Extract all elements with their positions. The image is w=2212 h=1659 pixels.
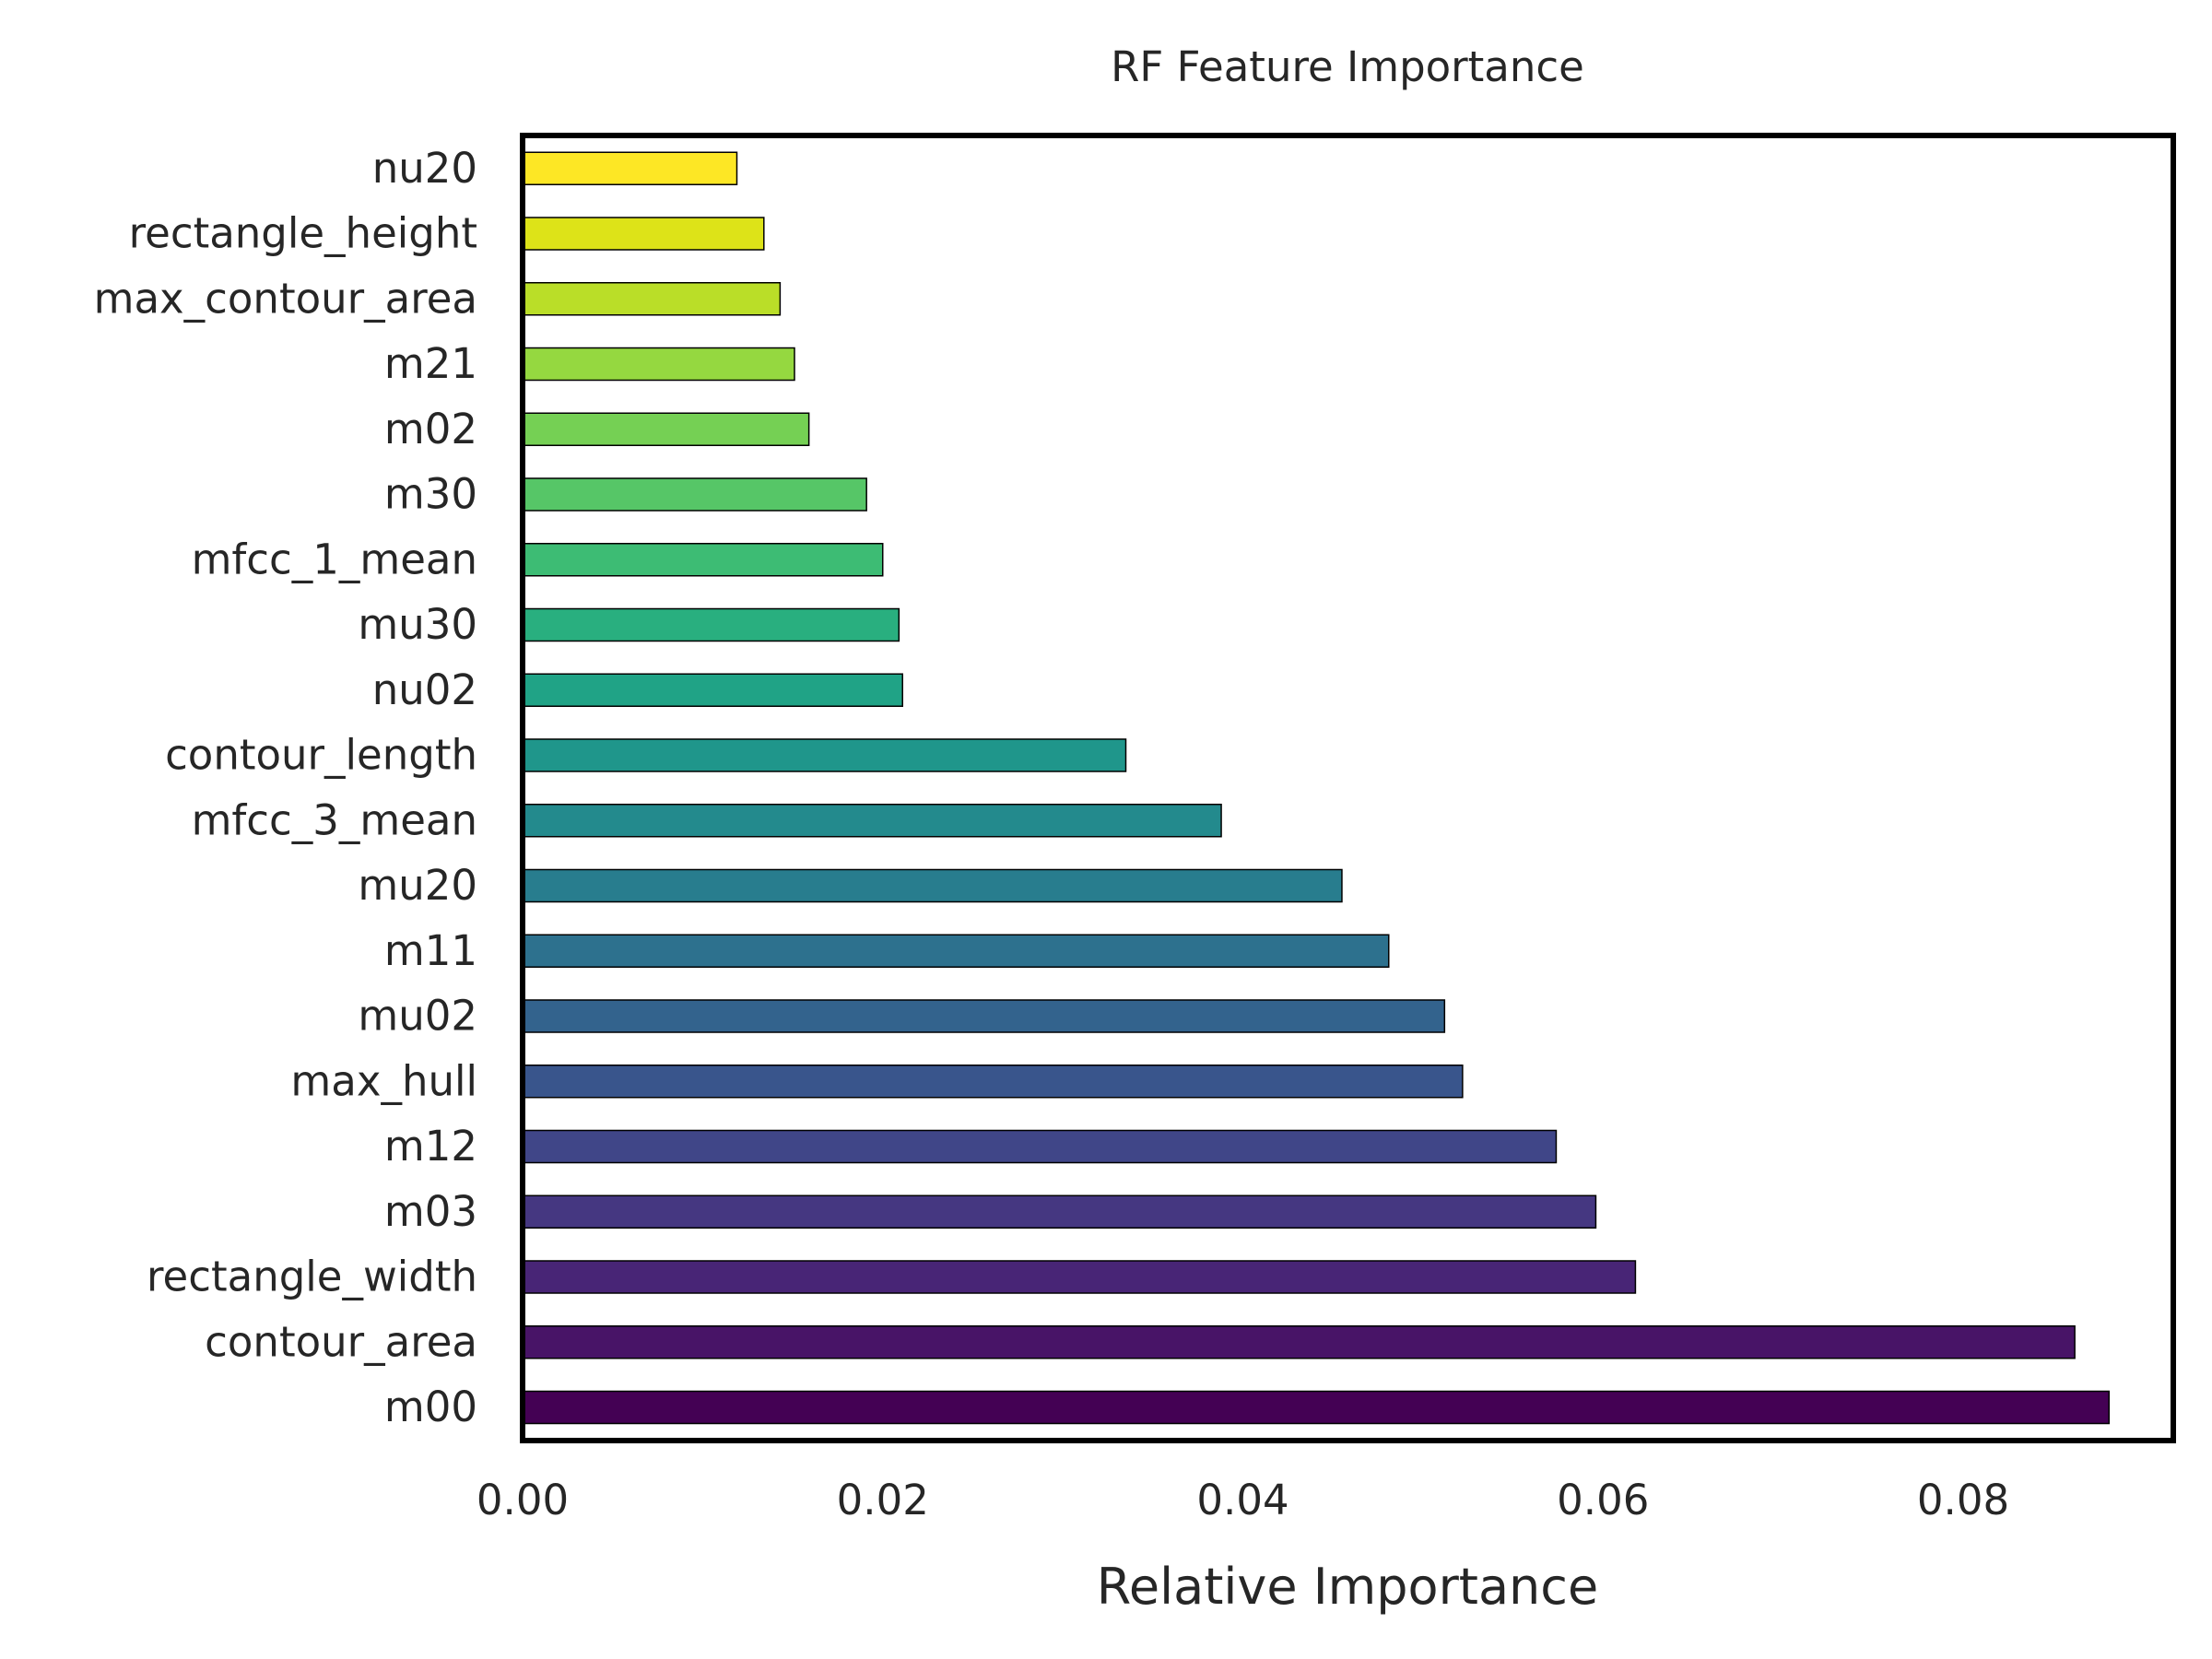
- y-tick-label: rectangle_height: [129, 209, 477, 258]
- x-tick-label: 0.08: [1917, 1476, 2009, 1524]
- bar-m30: [522, 477, 867, 512]
- bar-rectangle-height: [522, 217, 765, 251]
- bar-mfcc-1-mean: [522, 543, 884, 577]
- bars-group: [522, 151, 2111, 1425]
- chart-title: RF Feature Importance: [1111, 42, 1584, 91]
- x-tick-label: 0.00: [477, 1476, 569, 1524]
- bar-nu20: [522, 151, 738, 185]
- y-tick-label: mfcc_3_mean: [192, 795, 477, 844]
- y-tick-label: contour_area: [205, 1317, 477, 1366]
- bar-rectangle-width: [522, 1260, 1637, 1294]
- bar-mu02: [522, 999, 1446, 1033]
- bar-mu20: [522, 868, 1343, 903]
- plot-frame: [520, 133, 2176, 1443]
- bar-max-contour-area: [522, 282, 782, 316]
- x-tick-label: 0.04: [1196, 1476, 1288, 1524]
- bar-contour-length: [522, 738, 1127, 772]
- x-tick-label: 0.06: [1557, 1476, 1649, 1524]
- y-tick-label: m02: [384, 405, 477, 453]
- y-tick-label: mfcc_1_mean: [192, 535, 477, 583]
- bar-m21: [522, 347, 795, 382]
- y-tick-label: mu02: [358, 992, 477, 1041]
- x-axis-label: Relative Importance: [1097, 1558, 1598, 1616]
- bar-m11: [522, 934, 1390, 968]
- x-tick-label: 0.02: [837, 1476, 929, 1524]
- y-tick-label: m30: [384, 470, 477, 519]
- y-tick-label: m00: [384, 1382, 477, 1431]
- bar-m12: [522, 1129, 1558, 1164]
- y-tick-label: mu20: [358, 861, 477, 910]
- y-tick-label: max_contour_area: [94, 274, 477, 323]
- y-tick-label: max_hull: [290, 1056, 477, 1105]
- y-tick-label: m11: [384, 926, 477, 975]
- y-tick-label: mu30: [358, 600, 477, 649]
- bar-m00: [522, 1390, 2111, 1425]
- bar-m02: [522, 412, 810, 446]
- y-tick-label: m12: [384, 1122, 477, 1171]
- bar-mfcc-3-mean: [522, 804, 1222, 838]
- bar-contour-area: [522, 1325, 2076, 1359]
- bar-nu02: [522, 673, 903, 707]
- y-tick-label: contour_length: [165, 731, 477, 780]
- y-tick-labels: m00 contour_area rectangle_width m03 m12 max_…: [94, 144, 477, 1431]
- bar-max-hull: [522, 1065, 1464, 1099]
- y-tick-label: nu20: [372, 144, 477, 193]
- x-ticks: 0.00 0.02 0.04 0.06 0.08: [477, 1476, 2009, 1524]
- bar-m03: [522, 1194, 1597, 1229]
- y-tick-label: m03: [384, 1187, 477, 1236]
- y-tick-label: m21: [384, 339, 477, 388]
- bar-mu30: [522, 607, 900, 642]
- y-tick-label: rectangle_width: [147, 1253, 477, 1301]
- y-tick-label: nu02: [372, 665, 477, 714]
